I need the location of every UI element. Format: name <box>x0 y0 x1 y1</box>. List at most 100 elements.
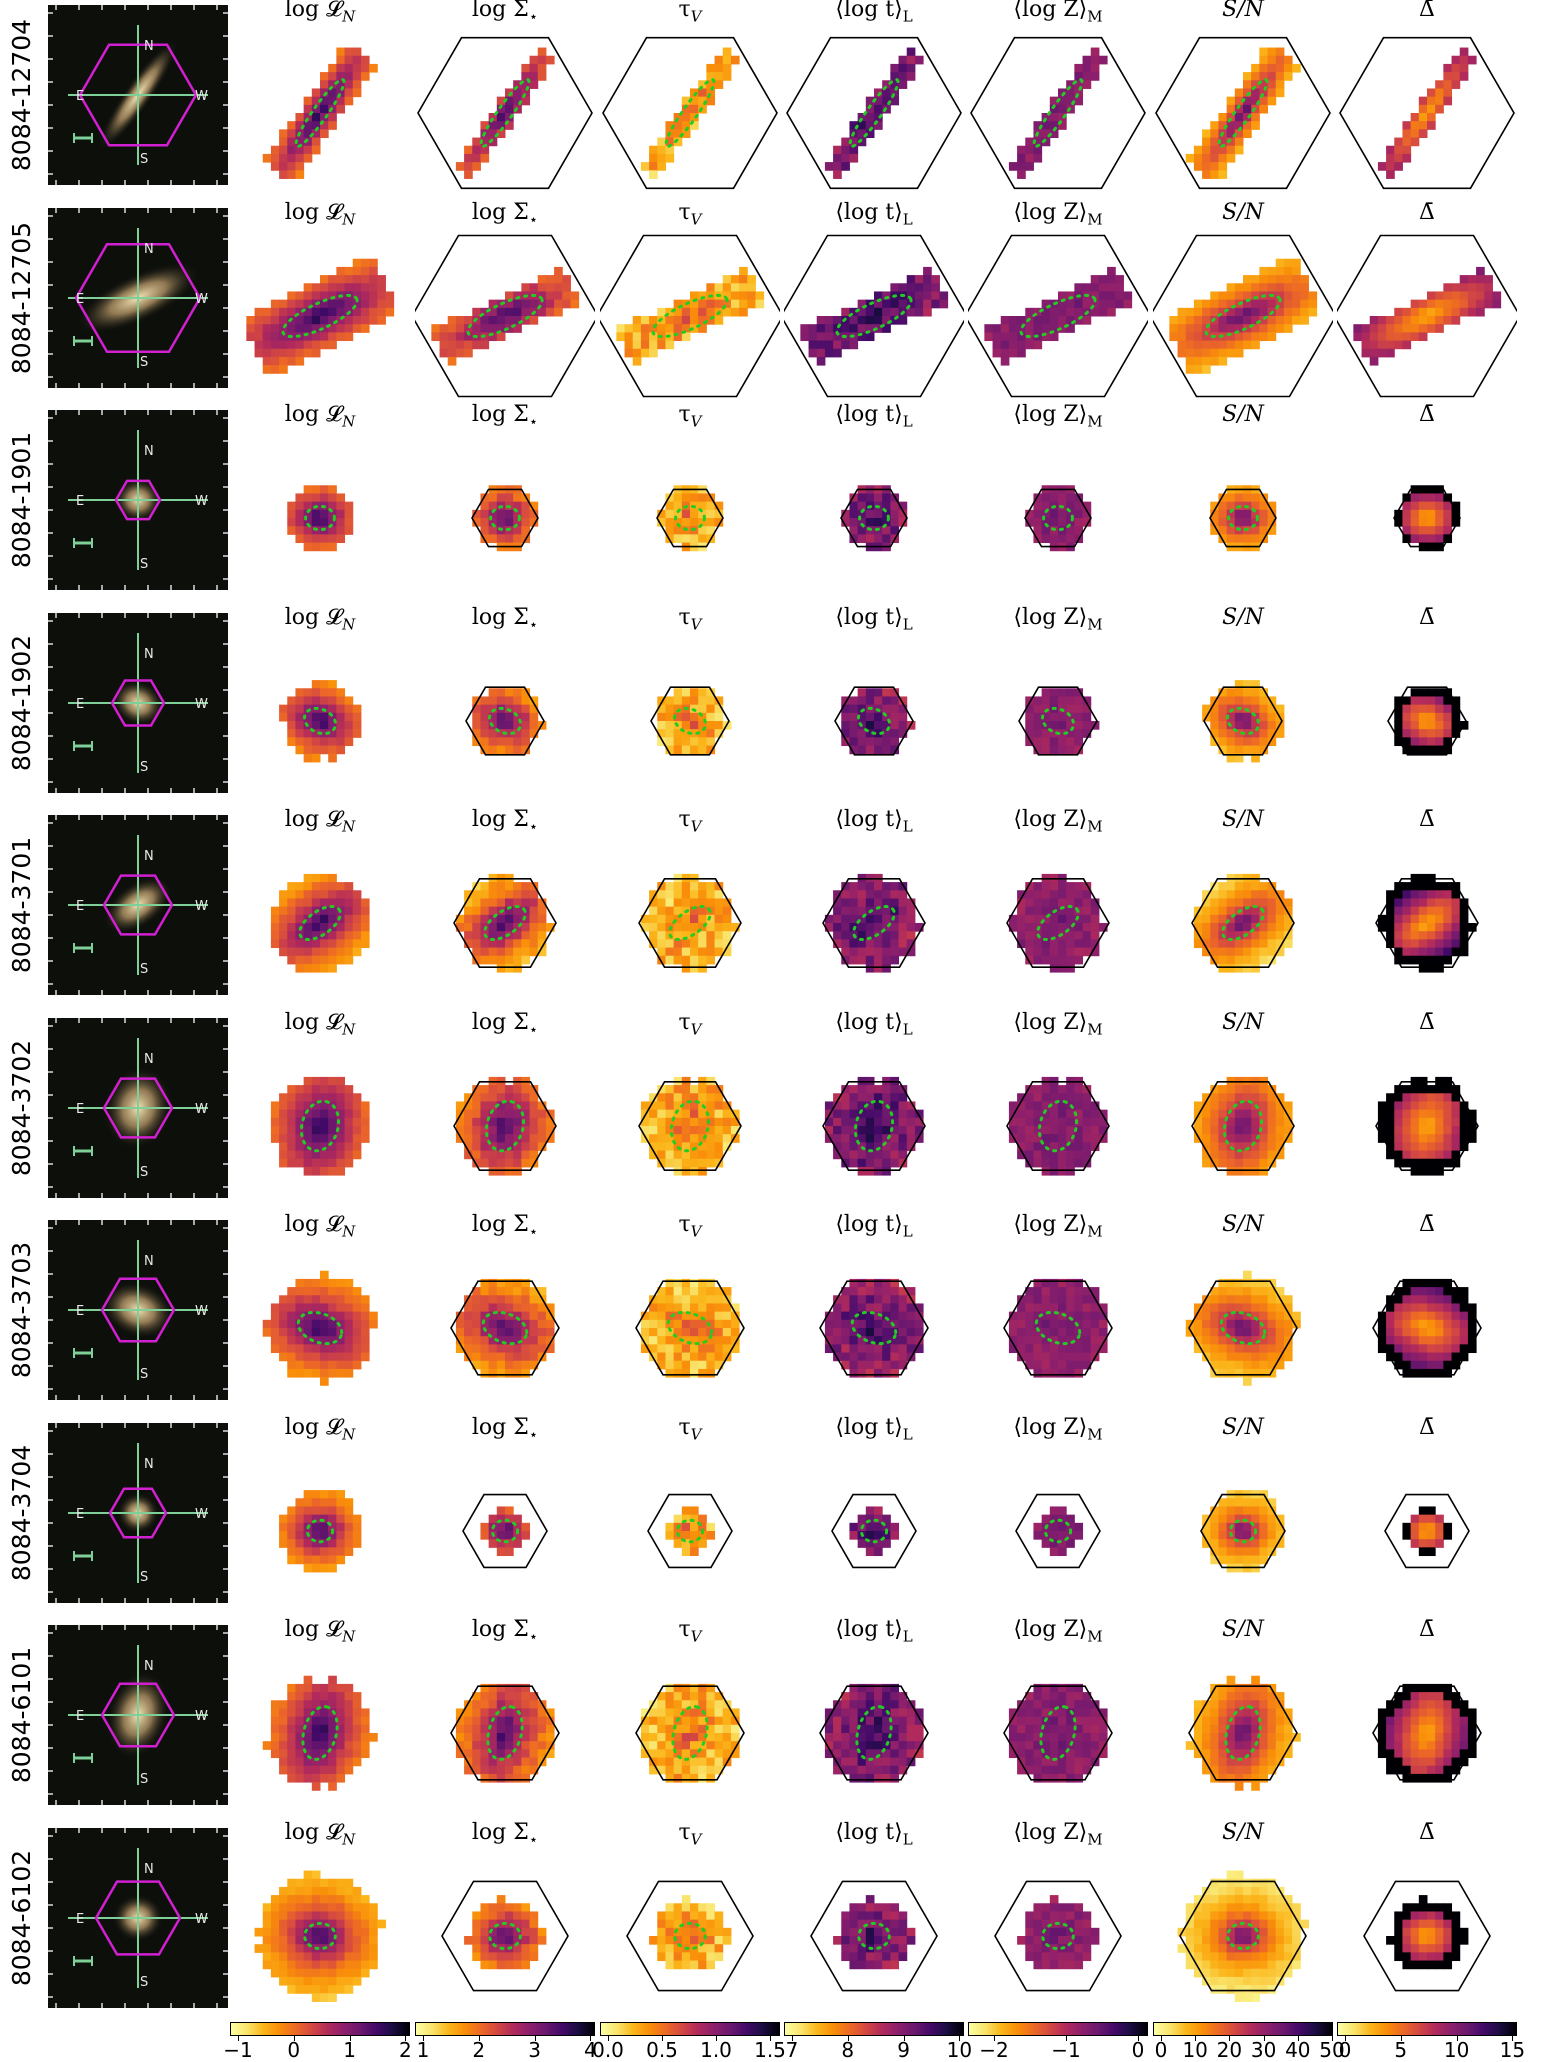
panel-title-delta: Δ̄ <box>1337 1820 1517 1846</box>
compass-south-label: S <box>140 962 148 977</box>
colorbar <box>1153 2022 1333 2036</box>
map-panel-sn <box>1153 631 1333 811</box>
map-panel-delta <box>1337 631 1517 811</box>
map-panel-logSig <box>415 1846 595 2026</box>
colorbar-tick-label: 8 <box>841 2039 854 2061</box>
panel-title-delta: Δ̄ <box>1337 1212 1517 1238</box>
colorbar <box>230 2022 410 2036</box>
map-panel-delta <box>1337 1643 1517 1823</box>
map-panel-logLN <box>230 1846 410 2026</box>
colorbar-tick-label: 7 <box>786 2039 799 2061</box>
colorbar-tick-label: 0 <box>1155 2039 1168 2061</box>
map-panel-logt <box>784 226 964 406</box>
map-panel-logZ <box>968 1846 1148 2026</box>
panel-title-delta: Δ̄ <box>1337 807 1517 833</box>
compass-east-label: E <box>76 899 84 914</box>
panel-title-sn: S/N <box>1153 1820 1333 1846</box>
panel-title-sn: S/N <box>1153 605 1333 631</box>
panel-title-delta: Δ̄ <box>1337 200 1517 226</box>
map-panel-logSig <box>415 1441 595 1621</box>
compass-south-label: S <box>140 152 148 167</box>
map-panel-sn <box>1153 1238 1333 1418</box>
map-panel-logt <box>784 23 964 203</box>
compass-north-label: N <box>144 1254 154 1269</box>
compass-north-label: N <box>144 849 154 864</box>
panel-title-delta: Δ̄ <box>1337 0 1517 23</box>
galaxy-id-label: 8084-1901 <box>7 405 37 595</box>
colorbar-tick-label: 0.0 <box>592 2039 624 2061</box>
map-panel-logLN <box>230 428 410 608</box>
compass-east-label: E <box>76 89 84 104</box>
map-panel-sn <box>1153 1846 1333 2026</box>
compass-south-label: S <box>140 1570 148 1585</box>
map-panel-tauV <box>600 226 780 406</box>
galaxy-id-label: 8084-6101 <box>7 1620 37 1810</box>
colorbar-tick-label: −1 <box>1051 2039 1080 2061</box>
map-panel-logt <box>784 1846 964 2026</box>
compass-north-label: N <box>144 444 154 459</box>
colorbar-tick-label: 3 <box>528 2039 541 2061</box>
colorbar <box>968 2022 1148 2036</box>
panel-title-sn: S/N <box>1153 1617 1333 1643</box>
map-panel-logSig <box>415 631 595 811</box>
map-panel-tauV <box>600 1643 780 1823</box>
compass-east-label: E <box>76 1709 84 1724</box>
map-panel-logSig <box>415 226 595 406</box>
map-panel-sn <box>1153 23 1333 203</box>
map-panel-delta <box>1337 833 1517 1013</box>
colorbar-tick-label: −2 <box>979 2039 1008 2061</box>
colorbar-tick-label: 30 <box>1251 2039 1276 2061</box>
compass-east-label: E <box>76 1507 84 1522</box>
map-panel-logt <box>784 833 964 1013</box>
galaxy-id-label: 8084-3703 <box>7 1215 37 1405</box>
map-panel-tauV <box>600 428 780 608</box>
colorbar-tick-label: 40 <box>1285 2039 1310 2061</box>
map-panel-logZ <box>968 23 1148 203</box>
map-panel-logt <box>784 631 964 811</box>
map-panel-tauV <box>600 1441 780 1621</box>
sdss-thumbnail: E W N S <box>48 410 228 590</box>
colorbar-tick-label: 20 <box>1217 2039 1242 2061</box>
panel-title-delta: Δ̄ <box>1337 402 1517 428</box>
panel-title-delta: Δ̄ <box>1337 605 1517 631</box>
compass-south-label: S <box>140 557 148 572</box>
map-panel-delta <box>1337 226 1517 406</box>
map-panel-tauV <box>600 1238 780 1418</box>
panel-title-delta: Δ̄ <box>1337 1415 1517 1441</box>
compass-north-label: N <box>144 647 154 662</box>
compass-west-label: W <box>195 1304 208 1319</box>
map-panel-logLN <box>230 23 410 203</box>
compass-east-label: E <box>76 494 84 509</box>
map-panel-logLN <box>230 1643 410 1823</box>
map-panel-logZ <box>968 631 1148 811</box>
compass-north-label: N <box>144 1457 154 1472</box>
map-panel-logZ <box>968 1441 1148 1621</box>
colorbar <box>415 2022 595 2036</box>
map-panel-logSig <box>415 1643 595 1823</box>
map-panel-tauV <box>600 833 780 1013</box>
map-panel-logZ <box>968 1036 1148 1216</box>
colorbar-tick-label: 0.5 <box>646 2039 678 2061</box>
compass-west-label: W <box>195 494 208 509</box>
compass-south-label: S <box>140 1367 148 1382</box>
panel-title-sn: S/N <box>1153 402 1333 428</box>
map-panel-logLN <box>230 1238 410 1418</box>
panel-title-sn: S/N <box>1153 0 1333 23</box>
colorbar-tick-label: 1 <box>343 2039 356 2061</box>
map-panel-logLN <box>230 1036 410 1216</box>
panel-title-sn: S/N <box>1153 200 1333 226</box>
galaxy-id-label: 8084-12705 <box>7 203 37 393</box>
colorbar <box>600 2022 780 2036</box>
galaxy-id-label: 8084-3704 <box>7 1418 37 1608</box>
compass-north-label: N <box>144 242 154 257</box>
panel-title-sn: S/N <box>1153 1010 1333 1036</box>
colorbar-tick-label: 2 <box>472 2039 485 2061</box>
map-panel-logt <box>784 1036 964 1216</box>
map-panel-tauV <box>600 631 780 811</box>
